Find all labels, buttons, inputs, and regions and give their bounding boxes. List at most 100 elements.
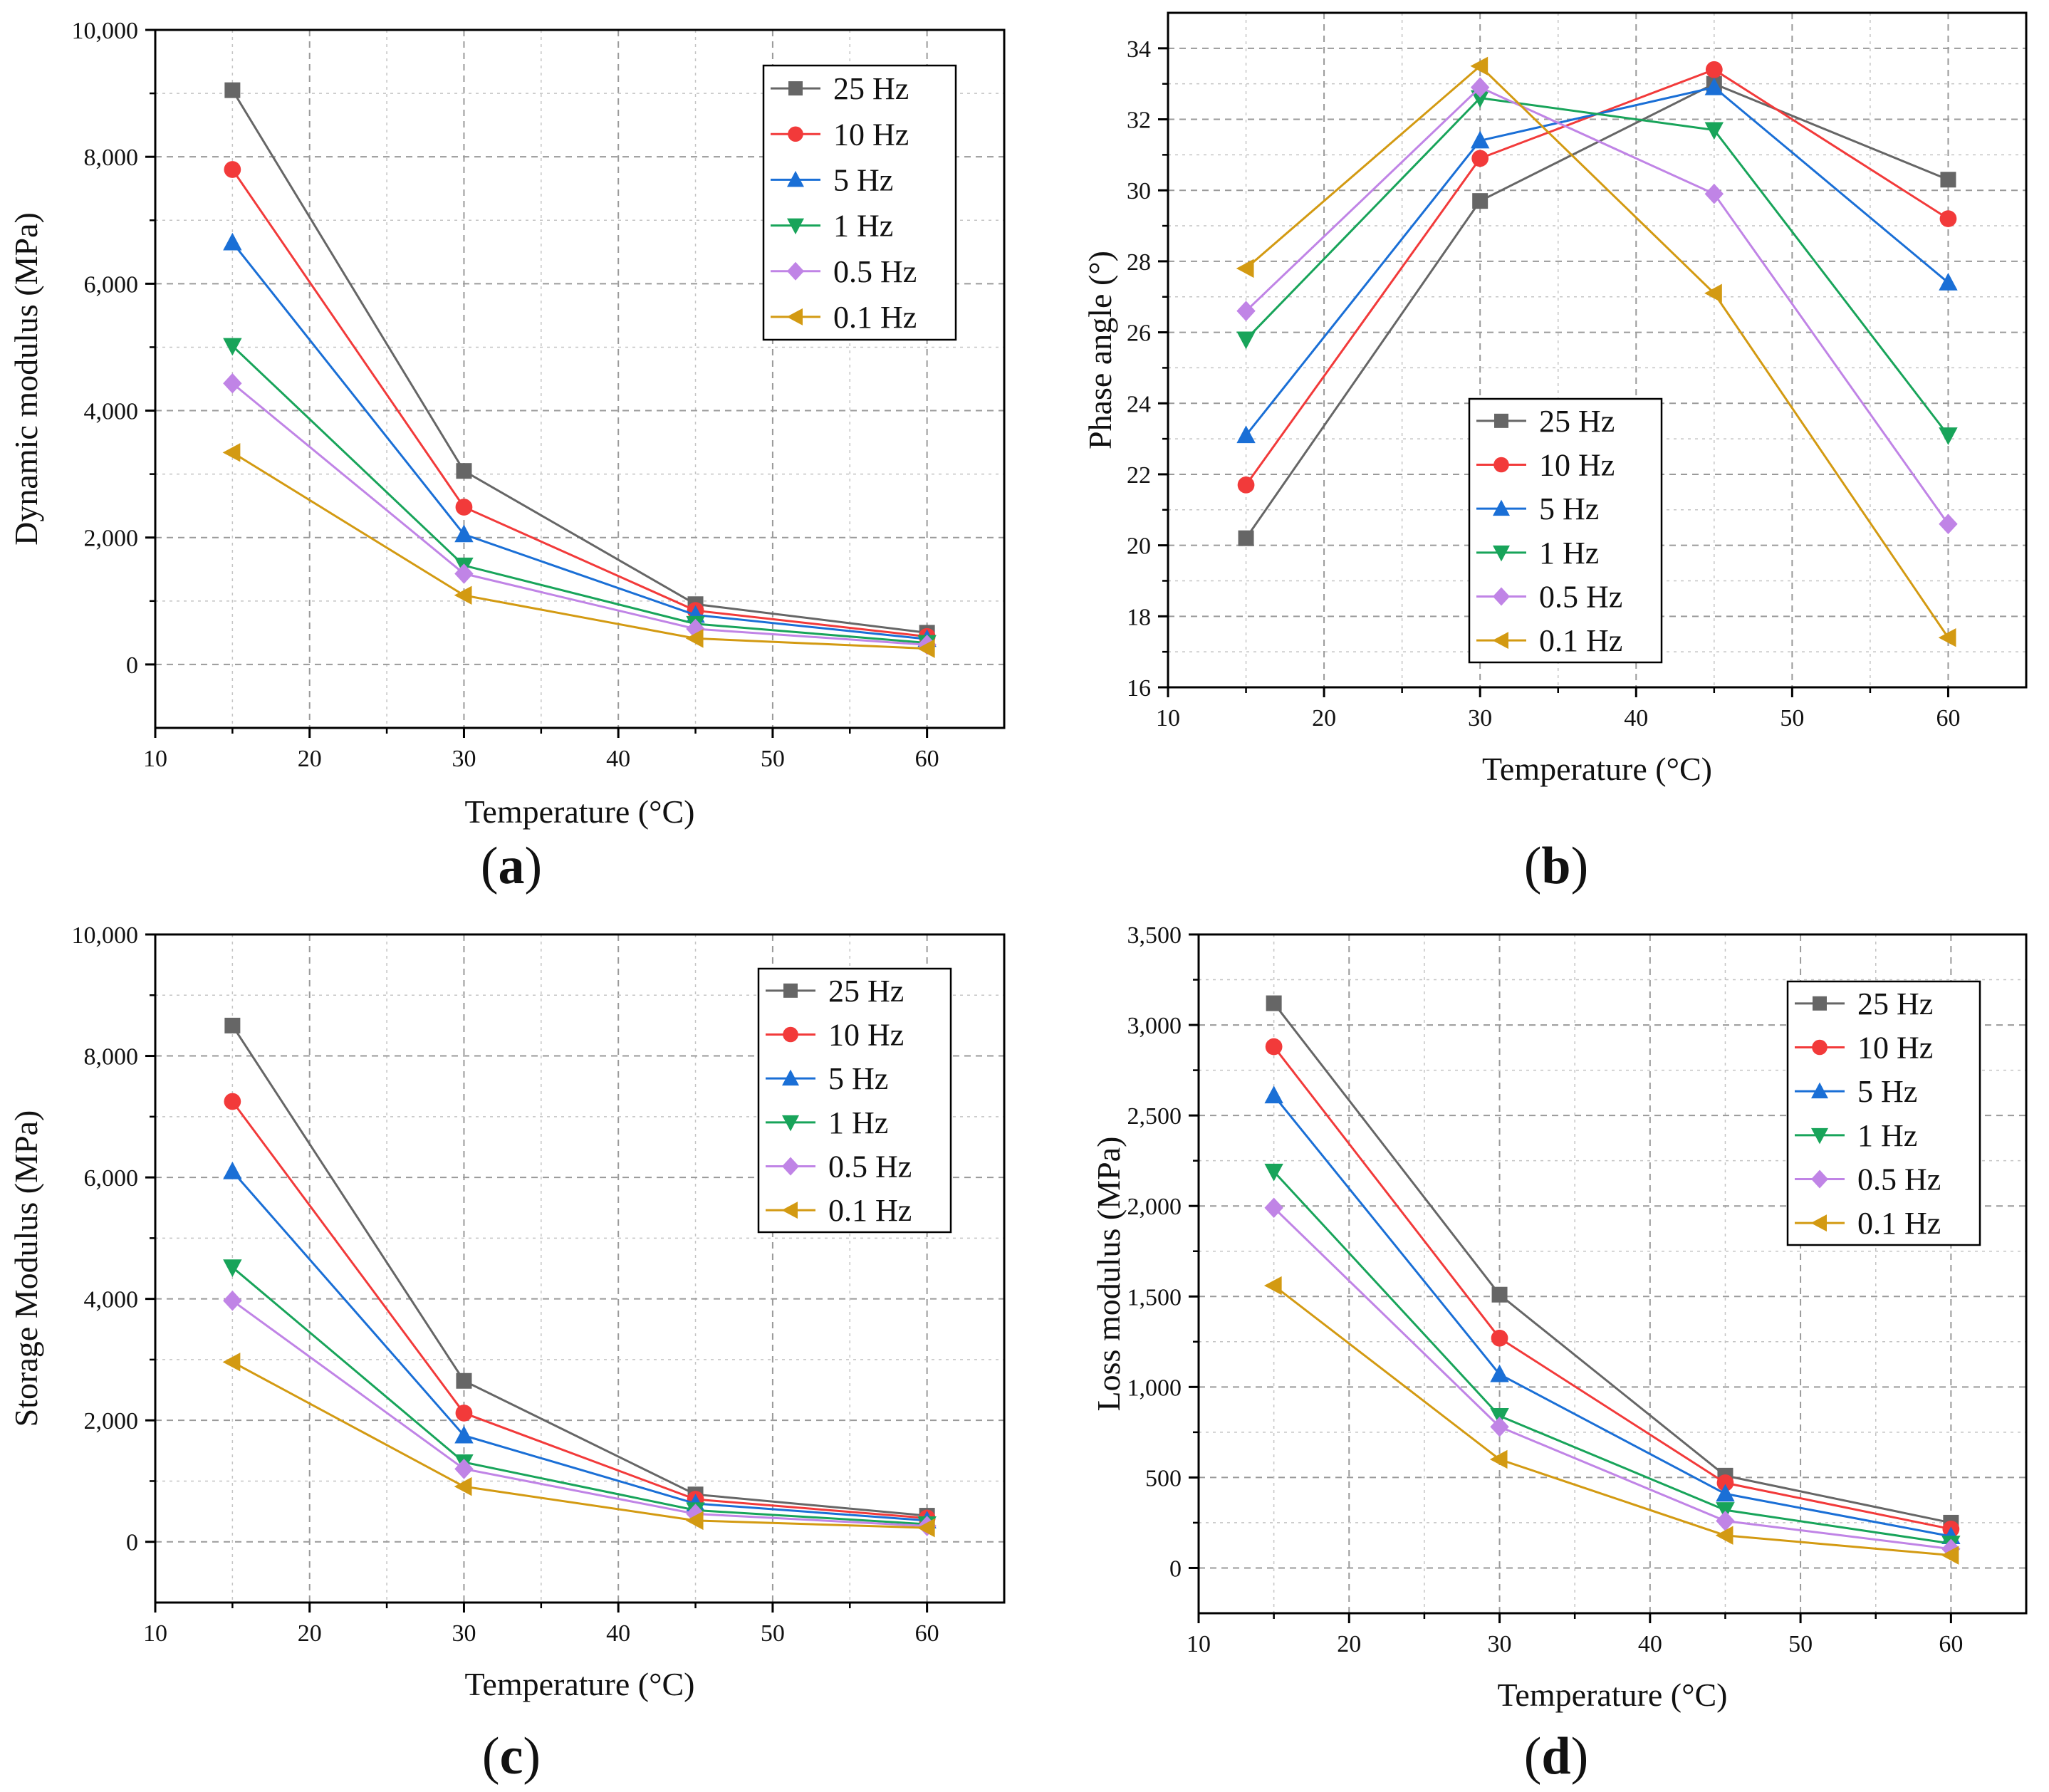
data-point bbox=[1491, 1286, 1508, 1303]
data-point bbox=[454, 1476, 472, 1496]
data-point bbox=[224, 1093, 241, 1110]
panel-label: (d) bbox=[1524, 1727, 1588, 1786]
series-line bbox=[1273, 1284, 1951, 1557]
series-line bbox=[231, 1170, 927, 1522]
data-point bbox=[685, 1511, 704, 1531]
data-point bbox=[454, 563, 474, 584]
series-line bbox=[231, 1299, 927, 1528]
x-tick-label: 10 bbox=[143, 746, 167, 772]
data-point bbox=[1470, 77, 1490, 98]
series-line bbox=[231, 345, 927, 645]
data-point bbox=[1264, 1085, 1283, 1104]
data-point bbox=[456, 1372, 472, 1389]
data-point bbox=[686, 1504, 705, 1524]
data-point bbox=[223, 1290, 242, 1311]
x-tick-label: 10 bbox=[1156, 705, 1180, 731]
data-point bbox=[454, 585, 472, 605]
legend-marker bbox=[1493, 499, 1510, 516]
legend-marker bbox=[788, 81, 803, 96]
legend-label: 0.1 Hz bbox=[1539, 623, 1622, 658]
y-tick-label: 10,000 bbox=[72, 18, 139, 44]
data-point bbox=[1490, 1364, 1509, 1382]
legend-label: 0.5 Hz bbox=[833, 254, 917, 289]
legend-label: 25 Hz bbox=[828, 974, 904, 1009]
data-point bbox=[1704, 122, 1724, 140]
chart-c: 10 20 30 40 50 60 0 2,000 4,000 6,000 8,000 10,000 T… bbox=[8, 922, 1006, 1786]
series-5-Hz bbox=[1264, 1085, 1961, 1544]
series-line bbox=[231, 452, 927, 650]
data-point bbox=[1715, 1526, 1733, 1545]
series-1-Hz bbox=[223, 338, 937, 653]
data-point bbox=[1705, 61, 1723, 78]
data-point bbox=[1939, 273, 1958, 291]
data-point bbox=[685, 629, 704, 648]
panel-label-close: ) bbox=[1571, 1727, 1589, 1786]
series-line bbox=[1273, 1002, 1951, 1524]
panel-label-open: ( bbox=[1524, 837, 1542, 895]
data-point bbox=[456, 463, 472, 479]
y-tick-label: 3,000 bbox=[1127, 1013, 1182, 1039]
data-point bbox=[1716, 1511, 1735, 1531]
series-0-5-Hz bbox=[223, 373, 937, 655]
x-tick-label: 40 bbox=[606, 746, 630, 772]
x-tick-label: 50 bbox=[1780, 705, 1804, 731]
data-point bbox=[224, 82, 241, 98]
legend-label: 0.5 Hz bbox=[1539, 580, 1622, 615]
series-1-Hz bbox=[1236, 90, 1958, 445]
panel-label: (c) bbox=[482, 1727, 541, 1786]
panel-label-close: ) bbox=[523, 1727, 541, 1786]
series-0-5-Hz bbox=[1236, 77, 1958, 535]
panel-label-letter: a bbox=[499, 837, 525, 895]
legend-label: 25 Hz bbox=[1857, 986, 1933, 1021]
y-tick-label: 4,000 bbox=[84, 1287, 139, 1313]
legend-label: 25 Hz bbox=[833, 71, 909, 106]
legend-label: 25 Hz bbox=[1539, 404, 1615, 439]
series-line bbox=[231, 89, 927, 634]
data-point bbox=[1472, 193, 1488, 209]
chart-a: 10 20 30 40 50 60 0 2,000 4,000 6,000 8,000 10,000 T… bbox=[8, 18, 1006, 895]
legend: 25 Hz 10 Hz 5 Hz 1 Hz 0.5 Hz 0.1 Hz bbox=[757, 967, 952, 1234]
legend-box bbox=[1786, 980, 1981, 1246]
x-tick-label: 60 bbox=[1936, 705, 1960, 731]
series-line bbox=[1245, 83, 1949, 539]
series-line bbox=[1273, 1170, 1951, 1545]
y-tick-label: 18 bbox=[1127, 604, 1151, 630]
legend-marker bbox=[1493, 587, 1510, 606]
legend-marker bbox=[1812, 1039, 1828, 1056]
series-5-Hz bbox=[1236, 77, 1958, 444]
plot-frame bbox=[1167, 11, 2028, 689]
x-tick-label: 40 bbox=[1624, 705, 1648, 731]
y-tick-label: 6,000 bbox=[84, 271, 139, 298]
data-point bbox=[223, 1259, 242, 1278]
legend: 25 Hz 10 Hz 5 Hz 1 Hz 0.5 Hz 0.1 Hz bbox=[762, 64, 957, 341]
data-point bbox=[1471, 150, 1489, 167]
legend-label: 10 Hz bbox=[1539, 448, 1615, 483]
data-point bbox=[917, 1518, 935, 1538]
legend-label: 1 Hz bbox=[1539, 536, 1599, 571]
panel-label: (a) bbox=[481, 837, 542, 895]
chart-b: 10 20 30 40 50 60 16 18 20 22 24 26 28 30 32 34 Temperat… bbox=[1082, 11, 2028, 895]
data-point bbox=[1704, 283, 1722, 303]
x-tick-label: 30 bbox=[1488, 1631, 1512, 1657]
legend-box bbox=[757, 967, 952, 1234]
panel-label: (b) bbox=[1524, 837, 1588, 895]
y-axis-label: Dynamic modulus (MPa) bbox=[8, 212, 44, 546]
y-tick-label: 1,000 bbox=[1127, 1375, 1182, 1401]
series-line bbox=[231, 1025, 927, 1517]
data-point bbox=[1264, 1197, 1283, 1219]
legend-label: 0.1 Hz bbox=[1857, 1206, 1941, 1241]
y-tick-label: 32 bbox=[1127, 108, 1151, 134]
y-tick-label: 22 bbox=[1127, 462, 1151, 489]
series-0-1-Hz bbox=[1236, 56, 1956, 647]
legend-marker bbox=[1811, 1127, 1828, 1145]
legend-label: 0.1 Hz bbox=[828, 1193, 912, 1228]
data-point bbox=[1490, 1416, 1509, 1437]
series-line bbox=[231, 169, 927, 638]
legend-label: 1 Hz bbox=[833, 209, 893, 244]
series-0-1-Hz bbox=[1263, 1276, 1959, 1565]
y-tick-label: 30 bbox=[1127, 178, 1151, 204]
legend-label: 5 Hz bbox=[1857, 1074, 1917, 1109]
legend-label: 0.5 Hz bbox=[1857, 1162, 1941, 1197]
x-axis-label: Temperature (°C) bbox=[465, 1666, 695, 1702]
